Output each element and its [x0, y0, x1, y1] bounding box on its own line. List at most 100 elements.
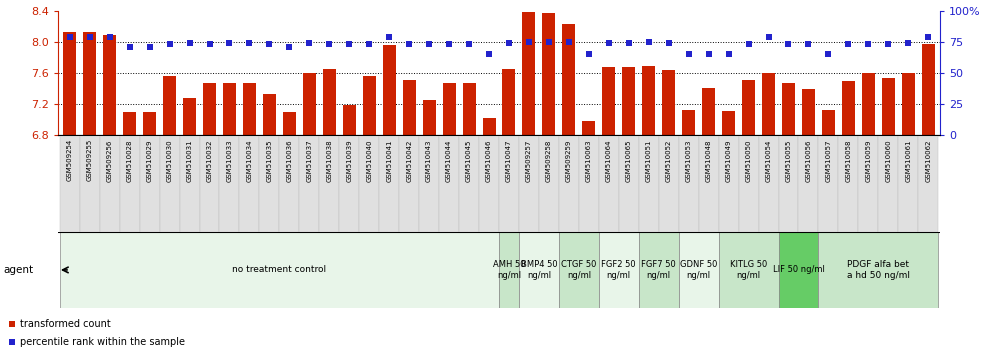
Text: GSM510064: GSM510064 — [606, 139, 612, 182]
Point — [801, 41, 817, 47]
Bar — [124, 112, 136, 135]
Bar — [722, 110, 735, 135]
Bar — [183, 98, 196, 135]
Bar — [159, 136, 179, 232]
Text: GSM510040: GSM510040 — [367, 139, 373, 182]
Text: GSM509258: GSM509258 — [546, 139, 552, 182]
Bar — [921, 44, 934, 135]
Text: GSM510061: GSM510061 — [905, 139, 911, 182]
Bar — [179, 136, 199, 232]
Bar — [280, 136, 300, 232]
Bar — [762, 73, 775, 135]
Point — [201, 41, 217, 47]
Text: no treatment control: no treatment control — [232, 266, 327, 274]
Bar — [702, 88, 715, 135]
Point — [660, 40, 676, 46]
Bar — [482, 118, 495, 135]
Text: GSM510063: GSM510063 — [586, 139, 592, 182]
Text: GSM510041: GSM510041 — [386, 139, 392, 182]
Text: GSM510054: GSM510054 — [766, 139, 772, 182]
Text: GSM510044: GSM510044 — [446, 139, 452, 182]
Bar — [100, 136, 120, 232]
Point — [861, 41, 876, 47]
Bar — [382, 45, 395, 135]
Bar — [782, 82, 795, 135]
Bar — [658, 136, 678, 232]
Bar — [283, 112, 296, 135]
Point — [481, 51, 497, 57]
Point — [900, 40, 916, 46]
Point — [920, 34, 936, 40]
Bar — [662, 70, 675, 135]
Point — [781, 41, 797, 47]
Bar — [80, 136, 100, 232]
Text: FGF2 50
ng/ml: FGF2 50 ng/ml — [602, 260, 636, 280]
Bar — [499, 136, 519, 232]
Text: GSM509256: GSM509256 — [107, 139, 113, 182]
Text: GSM509254: GSM509254 — [67, 139, 73, 181]
Text: GSM510049: GSM510049 — [726, 139, 732, 182]
Bar — [340, 136, 360, 232]
Bar — [638, 232, 678, 308]
Bar — [84, 32, 97, 135]
Bar — [523, 12, 536, 135]
Point — [362, 41, 377, 47]
Text: GSM510065: GSM510065 — [625, 139, 631, 182]
Point — [82, 34, 98, 40]
Bar — [223, 82, 236, 135]
Bar — [599, 136, 619, 232]
Bar — [163, 76, 176, 135]
Bar — [60, 232, 499, 308]
Bar — [642, 65, 655, 135]
Bar — [419, 136, 439, 232]
Bar — [742, 80, 755, 135]
Point — [282, 44, 298, 49]
Point — [401, 41, 417, 47]
Point — [302, 40, 318, 46]
Point — [181, 40, 197, 46]
Text: agent: agent — [3, 265, 33, 275]
Bar — [199, 136, 219, 232]
Bar — [300, 136, 320, 232]
Bar — [263, 94, 276, 135]
Bar — [303, 73, 316, 135]
Point — [761, 34, 777, 40]
Bar — [638, 136, 658, 232]
Text: AMH 50
ng/ml: AMH 50 ng/ml — [493, 260, 525, 280]
Text: GSM510056: GSM510056 — [806, 139, 812, 182]
Text: GSM510037: GSM510037 — [307, 139, 313, 182]
Bar — [219, 136, 239, 232]
Point — [342, 41, 358, 47]
Point — [161, 41, 177, 47]
Bar — [503, 69, 516, 135]
Bar — [603, 67, 616, 135]
Bar — [739, 136, 759, 232]
Point — [62, 34, 78, 40]
Bar — [499, 232, 519, 308]
Bar — [363, 76, 375, 135]
Text: GSM510045: GSM510045 — [466, 139, 472, 182]
Point — [331, 87, 347, 93]
Point — [261, 41, 277, 47]
Bar — [64, 32, 77, 135]
Bar — [799, 136, 819, 232]
Point — [581, 51, 597, 57]
Bar — [718, 232, 779, 308]
Bar — [901, 73, 914, 135]
Point — [541, 39, 557, 45]
Point — [700, 51, 716, 57]
Bar — [779, 136, 799, 232]
Bar — [379, 136, 399, 232]
Bar — [399, 136, 419, 232]
Bar — [479, 136, 499, 232]
Point — [561, 39, 577, 45]
Text: CTGF 50
ng/ml: CTGF 50 ng/ml — [561, 260, 597, 280]
Point — [141, 44, 157, 49]
Text: KITLG 50
ng/ml: KITLG 50 ng/ml — [730, 260, 767, 280]
Bar — [779, 232, 819, 308]
Bar — [583, 121, 596, 135]
Bar — [104, 35, 117, 135]
Bar — [678, 232, 718, 308]
Bar — [759, 136, 779, 232]
Point — [122, 44, 137, 49]
